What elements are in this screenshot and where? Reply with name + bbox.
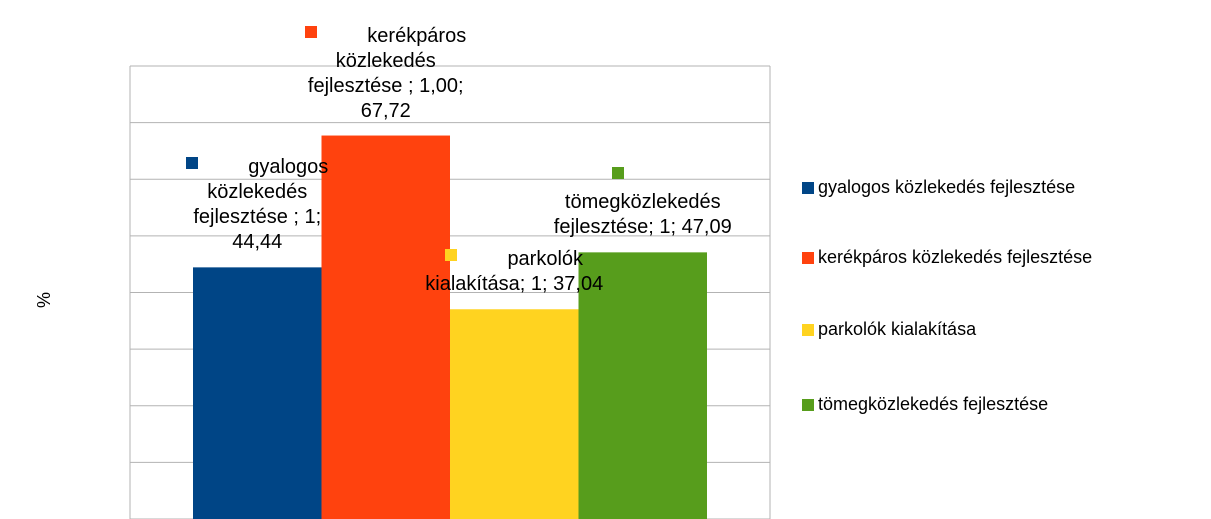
legend-key: [802, 251, 814, 264]
legend-key: [802, 181, 814, 194]
bar: [578, 252, 707, 519]
legend-entry: parkolók kialakítása: [802, 319, 976, 340]
legend-label: kerékpáros közlekedés fejlesztése: [818, 247, 1093, 267]
legend-key: [802, 398, 814, 411]
bar: [193, 267, 322, 519]
data-label-text: kerékpáros közlekedés fejlesztése ; 1,00…: [307, 24, 467, 122]
legend-entry: tömegközlekedés fejlesztése: [802, 394, 1048, 415]
label-key: [445, 249, 458, 262]
y-axis-label: %: [34, 292, 54, 308]
data-label-text: gyalogos közlekedés fejlesztése ; 1; 44,…: [193, 156, 329, 254]
legend-entry: gyalogos közlekedés fejlesztése: [802, 177, 1075, 198]
data-label: parkolók kialakítása; 1; 37,04: [424, 247, 604, 297]
data-label: gyalogos közlekedés fejlesztése ; 1; 44,…: [167, 155, 347, 255]
legend-label: parkolók kialakítása: [818, 319, 977, 339]
legend-entry: kerékpáros közlekedés fejlesztése: [802, 247, 1092, 268]
legend-key: [802, 323, 814, 336]
label-key: [186, 157, 199, 170]
legend-label: gyalogos közlekedés fejlesztése: [818, 177, 1076, 197]
bar: [450, 309, 579, 519]
data-label-text: tömegközlekedés fejlesztése; 1; 47,09: [553, 191, 732, 239]
legend-label: tömegközlekedés fejlesztése: [818, 394, 1049, 414]
data-label-text: parkolók kialakítása; 1; 37,04: [425, 248, 604, 296]
bar: [321, 135, 450, 519]
label-key: [305, 25, 318, 38]
data-label: kerékpáros közlekedés fejlesztése ; 1,00…: [296, 24, 476, 124]
label-key: [611, 167, 624, 180]
data-label: tömegközlekedés fejlesztése; 1; 47,09: [553, 165, 733, 240]
